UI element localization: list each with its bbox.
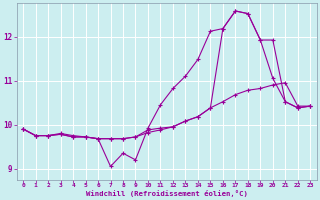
X-axis label: Windchill (Refroidissement éolien,°C): Windchill (Refroidissement éolien,°C)	[86, 190, 248, 197]
